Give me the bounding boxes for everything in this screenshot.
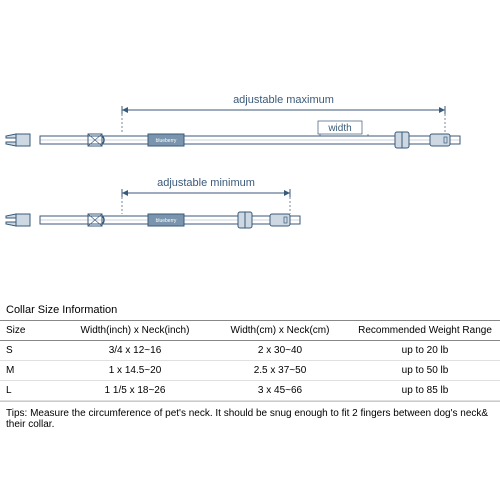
diagram-svg: blueberry adjustable maximum width blueberr… [0,0,500,300]
svg-text:adjustable minimum: adjustable minimum [157,177,255,189]
table-row: M1 x 14.5~202.5 x 37~50up to 50 lb [0,361,500,381]
table-cell: 2.5 x 37~50 [210,361,350,381]
collar-diagram: blueberry adjustable maximum width blueberr… [0,0,500,300]
table-cell: M [0,361,60,381]
section-title: Collar Size Information [0,300,500,321]
table-row: S3/4 x 12~162 x 30~40up to 20 lb [0,341,500,361]
table-cell: up to 50 lb [350,361,500,381]
table-cell: 1 1/5 x 18~26 [60,381,210,401]
size-table-area: Collar Size Information Size Width(inch)… [0,300,500,436]
svg-text:blueberry: blueberry [156,218,177,224]
table-cell: up to 20 lb [350,341,500,361]
table-cell: S [0,341,60,361]
header-inch: Width(inch) x Neck(inch) [60,321,210,341]
header-size: Size [0,321,60,341]
table-cell: 2 x 30~40 [210,341,350,361]
size-table: Size Width(inch) x Neck(inch) Width(cm) … [0,321,500,401]
table-cell: L [0,381,60,401]
table-header-row: Size Width(inch) x Neck(inch) Width(cm) … [0,321,500,341]
table-cell: 1 x 14.5~20 [60,361,210,381]
page: blueberry adjustable maximum width blueberr… [0,0,500,500]
table-cell: 3/4 x 12~16 [60,341,210,361]
header-cm: Width(cm) x Neck(cm) [210,321,350,341]
table-body: S3/4 x 12~162 x 30~40up to 20 lbM1 x 14.… [0,341,500,401]
svg-text:adjustable maximum: adjustable maximum [233,94,334,106]
svg-text:width: width [327,123,351,134]
svg-text:blueberry: blueberry [156,138,177,144]
header-weight: Recommended Weight Range [350,321,500,341]
table-cell: up to 85 lb [350,381,500,401]
table-row: L1 1/5 x 18~263 x 45~66up to 85 lb [0,381,500,401]
table-cell: 3 x 45~66 [210,381,350,401]
tips-text: Tips: Measure the circumference of pet's… [0,401,500,436]
